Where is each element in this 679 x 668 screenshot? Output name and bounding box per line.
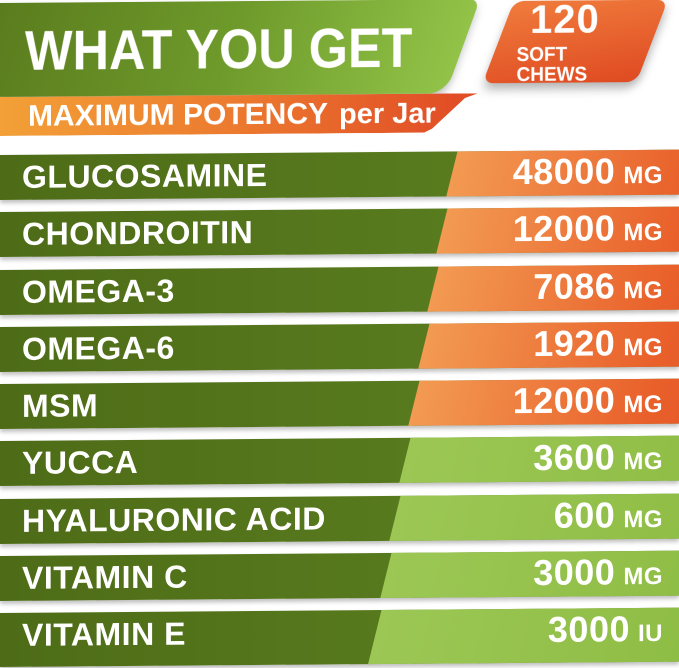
nutrient-amount: 3600 — [533, 436, 616, 478]
nutrient-amount: 3000 — [547, 608, 630, 650]
nutrient-value: 1920 MG — [533, 322, 663, 365]
nutrient-row: MSM 12000 MG — [0, 378, 679, 429]
nutrient-row: YUCCA 3600 MG — [0, 435, 679, 486]
nutrient-row: VITAMIN C 3000 MG — [0, 550, 679, 601]
nutrient-amount: 7086 — [533, 265, 616, 307]
nutrient-amount: 1920 — [533, 322, 616, 364]
nutrient-unit: MG — [623, 276, 663, 305]
nutrient-amount: 48000 — [512, 150, 616, 193]
nutrient-row: OMEGA-6 1920 MG — [0, 321, 679, 372]
nutrient-value: 600 MG — [554, 494, 663, 537]
nutrient-value: 3600 MG — [533, 436, 663, 479]
nutrient-label: OMEGA-6 — [22, 329, 175, 367]
nutrient-label: CHONDROITIN — [22, 214, 254, 252]
nutrient-value: 3000 MG — [533, 551, 663, 594]
nutrient-row: GLUCOSAMINE 48000 MG — [0, 149, 679, 200]
nutrient-amount: 12000 — [512, 379, 616, 422]
nutrient-unit: MG — [623, 161, 663, 190]
nutrient-row: VITAMIN E 3000 IU — [0, 607, 679, 667]
nutrient-unit: MG — [623, 447, 663, 476]
nutrient-value: 7086 MG — [533, 265, 663, 308]
nutrient-row: HYALURONIC ACID 600 MG — [0, 493, 679, 544]
nutrient-value: 48000 MG — [513, 150, 663, 193]
nutrient-value: 12000 MG — [513, 207, 663, 250]
nutrient-unit: MG — [623, 505, 663, 534]
nutrient-unit: IU — [638, 619, 663, 648]
nutrient-label: MSM — [22, 387, 99, 424]
nutrient-unit: MG — [623, 562, 663, 591]
nutrient-amount: 3000 — [533, 551, 616, 593]
nutrient-label: OMEGA-3 — [22, 272, 175, 310]
nutrient-value: 12000 MG — [513, 379, 663, 422]
nutrient-row: CHONDROITIN 12000 MG — [0, 206, 679, 257]
nutrient-unit: MG — [623, 218, 663, 247]
nutrient-unit: MG — [623, 333, 663, 362]
nutrient-value: 3000 IU — [548, 608, 663, 651]
nutrient-amount: 600 — [553, 494, 616, 536]
nutrient-row: OMEGA-3 7086 MG — [0, 264, 679, 315]
nutrient-label: YUCCA — [22, 443, 139, 481]
nutrient-label: GLUCOSAMINE — [22, 156, 268, 195]
nutrient-label: VITAMIN E — [22, 615, 186, 653]
nutrient-label: VITAMIN C — [22, 558, 188, 596]
nutrient-unit: MG — [623, 390, 663, 419]
nutrient-label: HYALURONIC ACID — [22, 500, 326, 539]
nutrient-amount: 12000 — [512, 207, 616, 250]
